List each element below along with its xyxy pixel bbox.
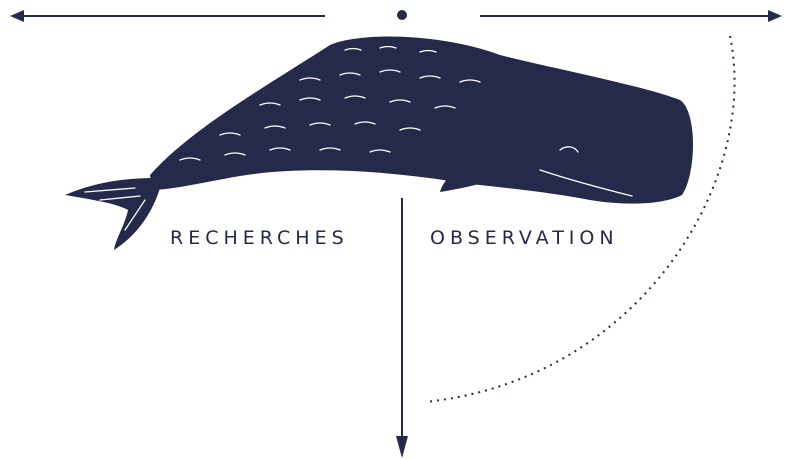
whale-body bbox=[150, 37, 693, 204]
illustration: RECHERCHES OBSERVATION bbox=[0, 0, 787, 459]
nav-link[interactable]: RECHERCHES bbox=[170, 227, 349, 249]
nav-link[interactable]: OBSERVATION bbox=[430, 227, 619, 249]
down-arrowhead bbox=[396, 436, 408, 458]
whale bbox=[65, 37, 693, 250]
whale-tail bbox=[65, 178, 160, 250]
center-dot bbox=[397, 10, 407, 20]
right-arrowhead bbox=[768, 10, 782, 22]
left-arrowhead bbox=[10, 10, 24, 22]
